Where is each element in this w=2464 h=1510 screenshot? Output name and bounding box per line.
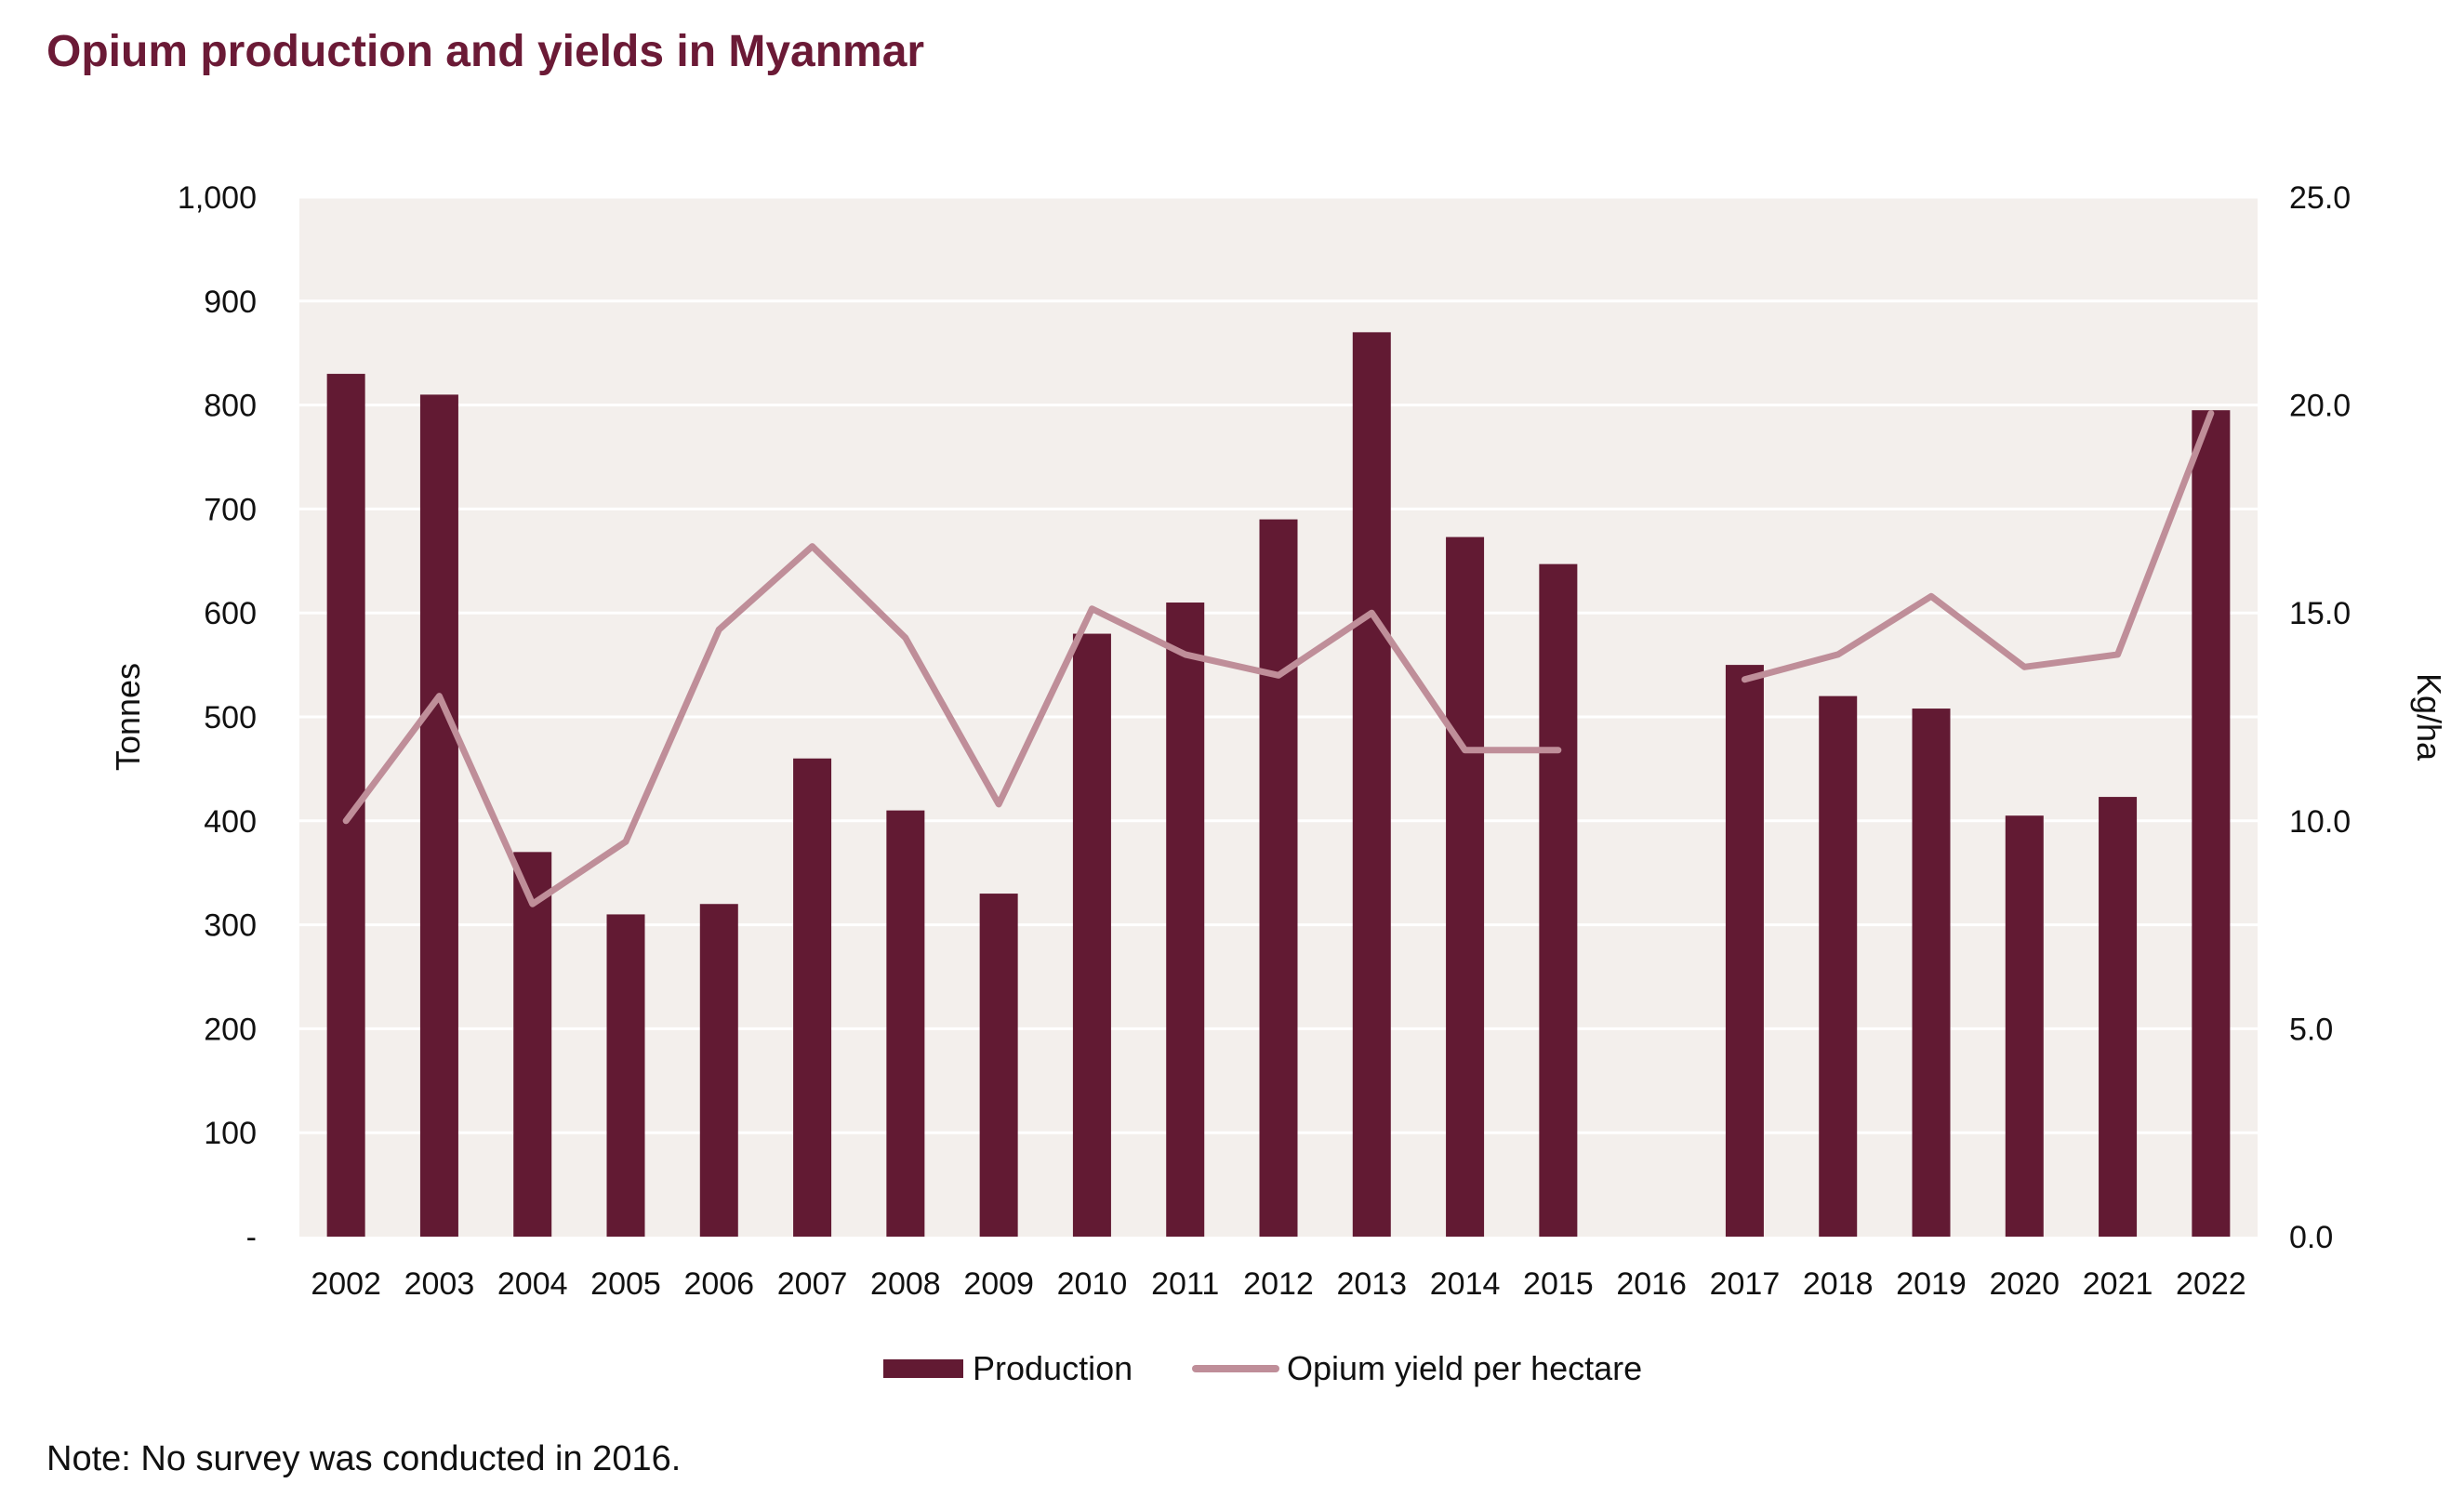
point-yield <box>1091 608 1093 610</box>
x-tick-label: 2014 <box>1430 1266 1501 1302</box>
point-yield <box>905 637 907 639</box>
bar-production <box>699 904 738 1237</box>
y-tick-label: - <box>246 1220 257 1255</box>
x-tick-label: 2004 <box>497 1266 568 1302</box>
x-tick-label: 2005 <box>590 1266 661 1302</box>
y-tick-label: 300 <box>204 908 257 944</box>
legend-production-swatch <box>883 1359 963 1378</box>
bar-production <box>1446 536 1485 1237</box>
x-tick-label: 2022 <box>2176 1266 2246 1302</box>
point-yield <box>1371 612 1372 614</box>
point-yield <box>1464 749 1466 751</box>
x-tick-label: 2009 <box>963 1266 1034 1302</box>
bar-production <box>1166 603 1205 1237</box>
point-yield <box>1185 654 1186 656</box>
x-tick-label: 2016 <box>1616 1266 1687 1302</box>
point-yield <box>345 820 347 822</box>
y-tick-label: 100 <box>204 1116 257 1151</box>
y-tick-label: 200 <box>204 1012 257 1047</box>
point-yield <box>625 841 627 842</box>
bar-production <box>1912 709 1951 1237</box>
line-yield-segment <box>1741 410 2215 683</box>
legend-production-label: Production <box>973 1349 1133 1387</box>
bar-production <box>419 394 458 1237</box>
point-yield <box>2117 654 2119 656</box>
x-tick-label: 2017 <box>1710 1266 1781 1302</box>
point-yield <box>1837 654 1839 656</box>
point-yield <box>998 803 1000 805</box>
point-yield <box>2023 666 2025 668</box>
chart-title: Opium production and yields in Myanmar <box>46 27 925 76</box>
bar-production <box>2099 797 2138 1237</box>
y-tick-label: 500 <box>204 700 257 735</box>
point-yield <box>718 629 720 630</box>
left-axis-ticks: - 100 200 300 400 500 600 700 800 900 1,000 <box>178 180 257 1255</box>
bar-production <box>1259 519 1298 1237</box>
line-series <box>342 410 2215 907</box>
y-axis-label: Tonnes <box>109 663 147 771</box>
y2-tick-label: 10.0 <box>2289 804 2351 840</box>
point-yield <box>532 903 534 905</box>
x-tick-label: 2013 <box>1336 1266 1407 1302</box>
x-axis-ticks: 2002 2003 2004 2005 2006 2007 2008 2009 2010 2011… <box>311 1266 2245 1302</box>
x-tick-label: 2006 <box>683 1266 754 1302</box>
y2-axis-label: Kg/ha <box>2410 673 2448 762</box>
bar-production <box>606 914 645 1237</box>
y2-tick-label: 15.0 <box>2289 596 2351 631</box>
legend: Production Opium yield per hectare <box>883 1349 1642 1387</box>
x-tick-label: 2007 <box>777 1266 848 1302</box>
x-tick-label: 2011 <box>1151 1266 1219 1302</box>
x-tick-label: 2010 <box>1057 1266 1128 1302</box>
y-tick-label: 1,000 <box>178 180 257 216</box>
y-tick-label: 800 <box>204 389 257 424</box>
bar-production <box>2192 410 2231 1237</box>
point-yield <box>438 695 440 697</box>
y-tick-label: 600 <box>204 596 257 631</box>
point-yield <box>1557 749 1559 751</box>
x-tick-label: 2002 <box>311 1266 381 1302</box>
bar-production <box>513 852 552 1237</box>
bar-production <box>1352 332 1391 1238</box>
y-tick-label: 700 <box>204 492 257 527</box>
x-tick-label: 2018 <box>1803 1266 1874 1302</box>
bar-production <box>1539 563 1578 1237</box>
x-tick-label: 2008 <box>870 1266 941 1302</box>
bar-production <box>886 810 925 1237</box>
x-tick-label: 2015 <box>1523 1266 1594 1302</box>
footnote: Note: No survey was conducted in 2016. <box>46 1439 682 1478</box>
point-yield <box>2210 413 2212 415</box>
right-axis-ticks: 0.0 5.0 10.0 15.0 20.0 25.0 <box>2289 180 2351 1255</box>
bar-production <box>979 894 1018 1237</box>
x-tick-label: 2020 <box>1989 1266 2060 1302</box>
bar-production <box>793 758 832 1237</box>
x-tick-label: 2003 <box>404 1266 475 1302</box>
point-yield <box>812 546 814 548</box>
y-tick-label: 400 <box>204 804 257 840</box>
legend-yield-label: Opium yield per hectare <box>1287 1349 1642 1387</box>
bar-production <box>1725 665 1764 1237</box>
y2-tick-label: 0.0 <box>2289 1220 2333 1255</box>
y2-tick-label: 5.0 <box>2289 1012 2333 1047</box>
bar-series <box>326 332 2231 1238</box>
x-tick-label: 2021 <box>2083 1266 2153 1302</box>
point-yield <box>1278 674 1279 676</box>
point-yield <box>1930 595 1932 597</box>
x-tick-label: 2012 <box>1243 1266 1314 1302</box>
y2-tick-label: 25.0 <box>2289 180 2351 216</box>
bar-production <box>1072 633 1111 1237</box>
bar-production <box>1819 695 1858 1237</box>
line-yield-segment <box>342 543 1562 907</box>
point-yield <box>1743 679 1745 681</box>
y-tick-label: 900 <box>204 285 257 320</box>
y2-tick-label: 20.0 <box>2289 389 2351 424</box>
bar-production <box>2005 815 2044 1237</box>
x-tick-label: 2019 <box>1896 1266 1967 1302</box>
